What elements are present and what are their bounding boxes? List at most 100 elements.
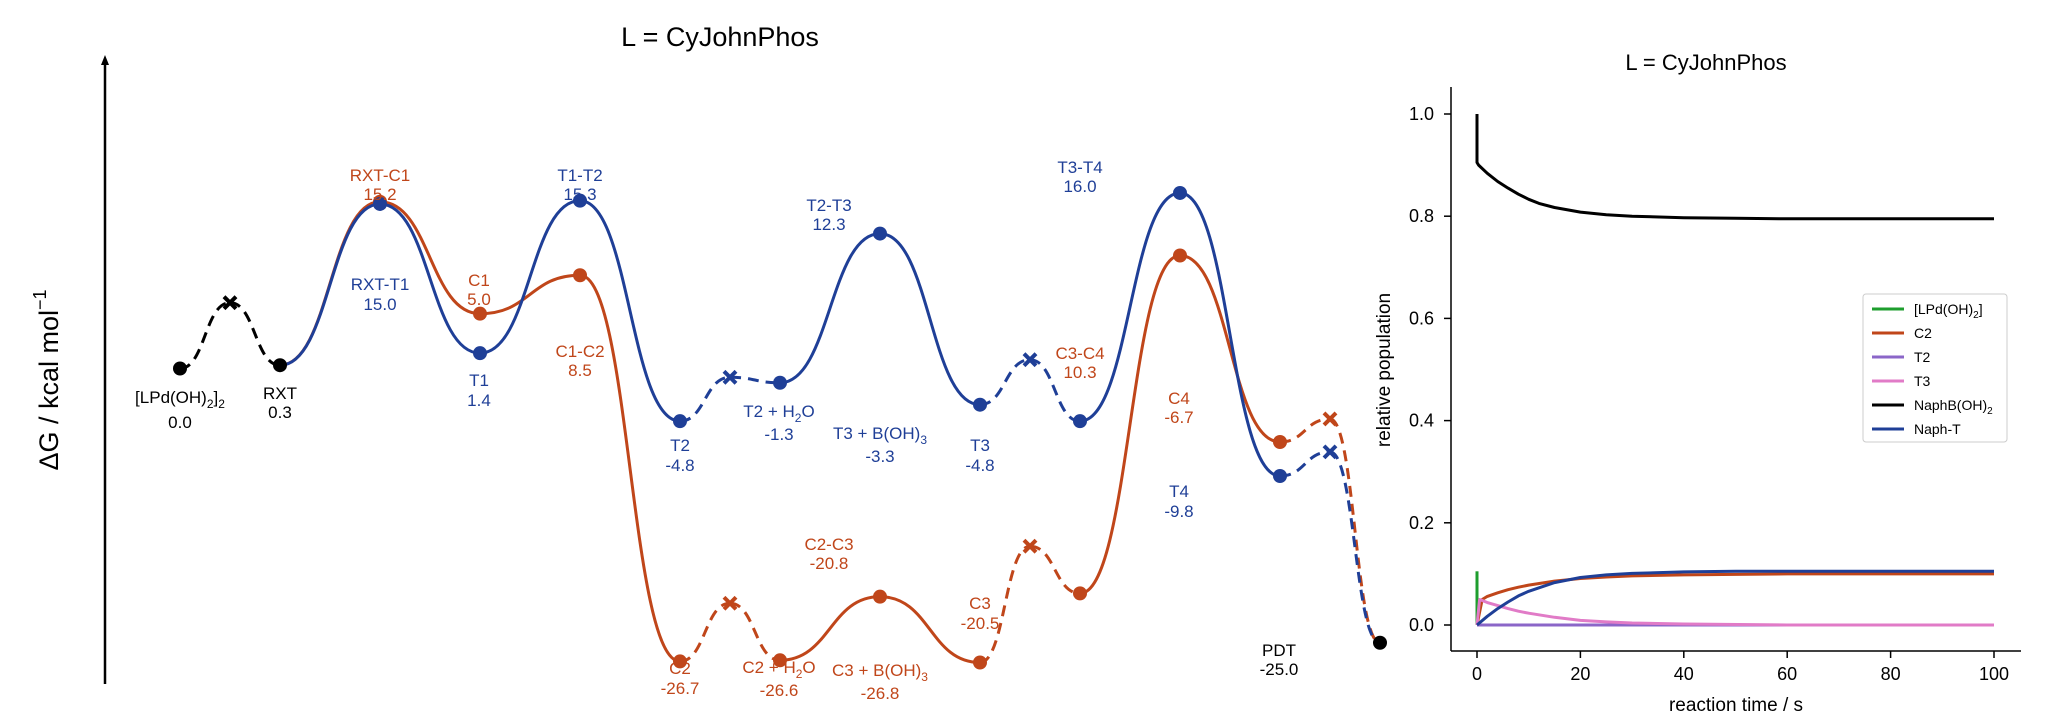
series-line-t3 xyxy=(1475,598,1994,627)
state-label-c2-h2o-value: -26.6 xyxy=(760,681,799,700)
state-dot-c1 xyxy=(473,306,487,321)
orange-segment-4 xyxy=(579,273,681,663)
energy-axis-label: ΔG / kcal mol−1 xyxy=(30,289,64,470)
state-dot-c2 xyxy=(673,654,687,669)
crossing-mark-6 xyxy=(1322,411,1338,427)
y-tick-label-5: 1.0 xyxy=(1409,104,1434,124)
state-dot-t3 xyxy=(1073,414,1087,429)
state-dot-c34 xyxy=(1173,248,1187,263)
y-tick-label-1: 0.2 xyxy=(1409,513,1434,533)
orange-segment-7 xyxy=(1079,254,1181,595)
blue-segment-1 xyxy=(279,202,381,367)
crossing-mark-7 xyxy=(1322,444,1338,460)
orange-segment-5 xyxy=(779,595,881,662)
x-tick-label-3: 60 xyxy=(1777,664,1797,684)
state-label-c2-c3-name: C2-C3 xyxy=(804,535,853,554)
legend-label-t2: T2 xyxy=(1914,349,1931,365)
blue-segment-8 xyxy=(1179,191,1281,478)
state-label-t3-t4-value: 16.0 xyxy=(1063,177,1096,196)
dashed-segment-entry-2 xyxy=(229,301,281,367)
legend-label-t3: T3 xyxy=(1914,373,1931,389)
series-line-naphb-oh xyxy=(1475,114,1994,221)
state-label-rxt-c1-value: 15.2 xyxy=(363,185,396,204)
state-label-c1-value: 5.0 xyxy=(467,290,491,309)
state-label-lpdoh2-name: [LPd(OH)2]2 xyxy=(135,388,225,411)
state-label-lpdoh2-value: 0.0 xyxy=(168,413,192,432)
dashed-segment-entry-1 xyxy=(179,301,231,370)
state-label-pdt-value: -25.0 xyxy=(1260,660,1299,679)
series-line-naph-t xyxy=(1476,569,1994,627)
profile-marks xyxy=(173,185,1387,670)
orange-segment-8 xyxy=(1179,254,1281,444)
state-dot-c3b xyxy=(973,655,987,670)
kinetics-y-axis-label: relative population xyxy=(1374,293,1395,447)
state-label-c2-name: C2 xyxy=(669,659,691,678)
orange-segment-6 xyxy=(879,595,981,664)
crossing-mark-2 xyxy=(722,369,738,385)
orange-dashed-segment-2 xyxy=(729,601,781,662)
state-label-c1-c2-name: C1-C2 xyxy=(555,342,604,361)
kinetics-x-axis-label: reaction time / s xyxy=(1669,695,1803,716)
blue-dashed-segment-2 xyxy=(729,375,781,385)
profile-curves xyxy=(179,191,1381,664)
state-dot-t2w xyxy=(773,375,787,390)
blue-segment-7 xyxy=(1079,191,1181,423)
x-tick-label-0: 0 xyxy=(1472,664,1482,684)
crossing-mark-4 xyxy=(1022,352,1038,368)
state-label-rxt-t1-name: RXT-T1 xyxy=(351,275,410,294)
state-label-t2-t3-name: T2-T3 xyxy=(806,196,851,215)
crossing-mark-3 xyxy=(722,595,738,611)
state-label-t2-h2o-name: T2 + H2O xyxy=(743,402,814,425)
state-label-t2-t3-value: 12.3 xyxy=(812,215,845,234)
state-label-t1-value: 1.4 xyxy=(467,391,491,410)
x-tick-label-1: 20 xyxy=(1570,664,1590,684)
state-label-c2-c3-value: -20.8 xyxy=(810,554,849,573)
legend-label-c2: C2 xyxy=(1914,325,1932,341)
state-label-c1-c2-value: 8.5 xyxy=(568,361,592,380)
state-label-c1-name: C1 xyxy=(468,271,490,290)
blue-dashed-segment-4 xyxy=(1029,358,1081,423)
state-label-t2-value: -4.8 xyxy=(665,456,694,475)
state-label-c3-boh3-value: -26.8 xyxy=(861,684,900,703)
orange-dashed-segment-3 xyxy=(979,544,1031,664)
state-dot-rxt xyxy=(273,358,287,373)
state-label-t4-name: T4 xyxy=(1169,482,1189,501)
state-label-t2-name: T2 xyxy=(670,436,690,455)
state-label-t1-t2-value: 15.3 xyxy=(563,185,596,204)
crossing-mark-1 xyxy=(222,295,238,311)
state-dot-s0 xyxy=(173,361,187,376)
kinetics-title: L = CyJohnPhos xyxy=(1625,50,1786,75)
legend-label-naphboh2: NaphB(OH)2 xyxy=(1914,397,1993,417)
state-dot-c2w xyxy=(773,653,787,668)
x-tick-label-5: 100 xyxy=(1979,664,2009,684)
state-dot-t3b xyxy=(973,397,987,412)
state-label-t1-t2-name: T1-T2 xyxy=(557,166,602,185)
orange-dashed-segment-6 xyxy=(1329,417,1381,645)
blue-segment-5 xyxy=(779,232,881,385)
orange-segment-2 xyxy=(379,200,481,316)
blue-segment-4 xyxy=(579,199,681,423)
state-label-c4-name: C4 xyxy=(1168,389,1190,408)
state-dot-c3 xyxy=(1073,586,1087,601)
state-dot-t34 xyxy=(1173,185,1187,200)
kinetics-chart: L = CyJohnPhos relative population react… xyxy=(1374,50,2021,716)
blue-dashed-segment-5 xyxy=(1279,450,1331,478)
state-label-c3-boh3-name: C3 + B(OH)3 xyxy=(832,661,928,684)
profile-title: L = CyJohnPhos xyxy=(621,22,819,52)
state-label-t3-boh3-value: -3.3 xyxy=(865,447,894,466)
state-label-t3-t4-name: T3-T4 xyxy=(1057,158,1102,177)
state-label-rxt-t1-value: 15.0 xyxy=(363,295,396,314)
state-dot-t2 xyxy=(673,414,687,429)
state-label-rxt-value: 0.3 xyxy=(268,403,292,422)
state-label-c3-name: C3 xyxy=(969,594,991,613)
kinetics-series xyxy=(1475,114,1994,627)
x-tick-label-2: 40 xyxy=(1674,664,1694,684)
y-tick-label-3: 0.6 xyxy=(1409,308,1434,328)
state-label-rxt-c1-name: RXT-C1 xyxy=(350,166,410,185)
state-dot-rt1 xyxy=(373,196,387,211)
y-tick-label-2: 0.4 xyxy=(1409,411,1434,431)
blue-segment-6 xyxy=(879,232,981,407)
legend: [LPd(OH)2] C2 T2 T3 NaphB(OH)2 Naph-T xyxy=(1862,293,2008,443)
legend-label-lpdoh2: [LPd(OH)2] xyxy=(1914,301,1983,321)
orange-dashed-segment-4 xyxy=(1029,544,1081,595)
